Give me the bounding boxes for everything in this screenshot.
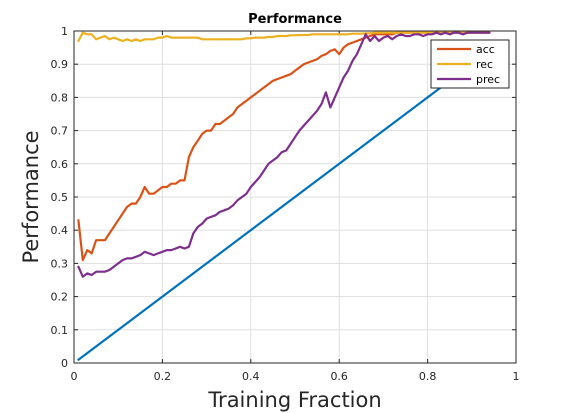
- y-tick-label: 0.1: [51, 324, 69, 337]
- y-tick-label: 0.5: [51, 191, 69, 204]
- x-tick-label: 0.8: [419, 370, 437, 383]
- y-tick-label: 0.6: [51, 158, 69, 171]
- chart-title: Performance: [248, 12, 342, 27]
- y-tick-label: 1: [61, 25, 68, 38]
- y-tick-label: 0.4: [51, 224, 69, 237]
- series-line-0: [77, 49, 491, 361]
- x-tick-label: 0: [71, 370, 78, 383]
- x-axis-label: Training Fraction: [207, 388, 381, 412]
- data-series: [77, 31, 491, 361]
- x-tick-label: 1: [513, 370, 520, 383]
- y-tick-label: 0.9: [51, 58, 69, 71]
- legend-label-prec: prec: [476, 73, 500, 86]
- series-line-rec: [77, 31, 491, 43]
- y-tick-label: 0.2: [51, 291, 69, 304]
- x-tick-label: 0.2: [154, 370, 172, 383]
- x-tick-label: 0.6: [330, 370, 348, 383]
- y-axis-label: Performance: [19, 130, 43, 263]
- y-tick-label: 0: [61, 357, 68, 370]
- y-tick-label: 0.3: [51, 257, 69, 270]
- grid: [73, 30, 517, 364]
- legend-label-acc: acc: [476, 43, 495, 56]
- axis-ticks: 0 0.2 0.4 0.6 0.8 1 0 0.1 0.2 0.3 0.4 0.5 0.6 0.7 0.8 0…: [51, 25, 520, 383]
- x-tick-label: 0.4: [242, 370, 260, 383]
- y-tick-label: 0.8: [51, 91, 69, 104]
- legend: acc rec prec: [430, 39, 510, 89]
- series-line-prec: [77, 31, 491, 278]
- legend-label-rec: rec: [476, 58, 493, 71]
- y-tick-label: 0.7: [51, 125, 69, 138]
- legend-entries: acc rec prec: [437, 43, 500, 86]
